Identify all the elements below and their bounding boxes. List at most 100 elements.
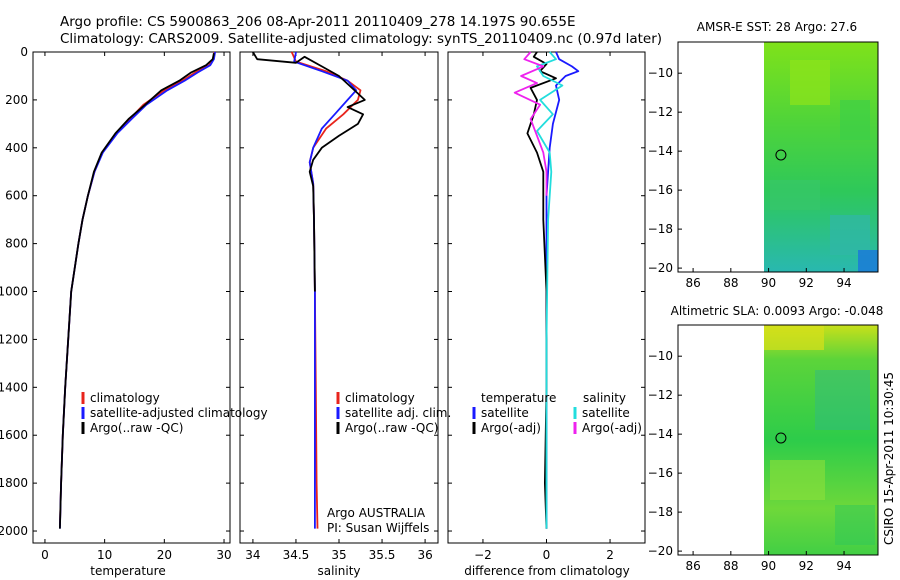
difference-legend-temperature-title: temperature [481, 391, 556, 405]
difference-panel: −2 0 2 difference from climatology tempera… [447, 51, 646, 578]
sst-map-title: AMSR-E SST: 28 Argo: 27.6 [697, 20, 857, 34]
depth-tick-label: 1200 [0, 332, 28, 346]
x-tick-label: 0 [543, 548, 551, 562]
temperature-panel: 0 200 400 600 800 1000 1200 1400 1600 1800 2000 0 1… [0, 45, 268, 578]
depth-tick-labels: 0 200 400 600 800 1000 1200 1400 1600 1800 2000 [0, 45, 28, 538]
depth-tick-label: 200 [5, 93, 28, 107]
x-tick-label: −2 [474, 548, 492, 562]
lon-tick-label: 94 [836, 276, 851, 290]
lat-tick-label: −12 [648, 388, 673, 402]
salinity-panel: 34 34.5 35 35.5 36 salinity climatologysatel… [239, 51, 451, 578]
argo-location-circle [775, 432, 787, 444]
depth-tick-label: 0 [20, 45, 28, 59]
temperature-legend-entry-label: climatology [90, 391, 160, 405]
lon-tick-label: 92 [799, 276, 814, 290]
lon-tick-label: 86 [685, 559, 700, 573]
series-line-salinity-argo-adj- [513, 51, 548, 196]
depth-tick-label: 2000 [0, 524, 28, 538]
lon-tick-label: 88 [723, 559, 738, 573]
salinity-lines [252, 51, 366, 529]
lat-tick-label: −16 [648, 183, 673, 197]
salinity-legend-entry-label: climatology [345, 391, 415, 405]
sst-argo-location-marker [775, 149, 787, 161]
temperature-axes-frame [32, 51, 231, 544]
sst-map-frame [677, 41, 879, 273]
sla-argo-location-marker [775, 432, 787, 444]
difference-xlabel: difference from climatology [464, 564, 630, 578]
series-line-satellite-adj-clim- [293, 51, 358, 529]
difference-legend-salinity-title: salinity [583, 391, 626, 405]
salinity-legend-entry-label: satellite adj. clim. [345, 406, 451, 420]
lon-tick-label: 90 [761, 276, 776, 290]
figure-title-line1: Argo profile: CS 5900863_206 08-Apr-2011… [60, 14, 576, 30]
x-tick-label: 0 [41, 548, 49, 562]
sst-field-texture [770, 60, 878, 272]
depth-tick-label: 800 [5, 237, 28, 251]
x-tick-label: 30 [216, 548, 231, 562]
sst-lat-tick-labels: −10 −12 −14 −16 −18 −20 [648, 66, 682, 275]
difference-legend-salinity-entry-label: satellite [582, 406, 630, 420]
x-tick-label: 35 [331, 548, 346, 562]
sla-lon-tick-labels: 86 88 90 92 94 [685, 551, 852, 573]
salinity-legend-entry-label: Argo(..raw -QC) [345, 421, 438, 435]
temperature-lines [59, 51, 216, 529]
x-tick-label: 36 [417, 548, 432, 562]
difference-lines [513, 51, 580, 529]
argo-annotation-line2: PI: Susan Wijffels [327, 521, 429, 535]
difference-legend-temperature-entry-label: Argo(-adj) [481, 421, 541, 435]
x-tick-label: 2 [606, 548, 614, 562]
series-line-argo-raw-qc- [252, 51, 366, 292]
depth-tick-label: 400 [5, 141, 28, 155]
lon-tick-label: 86 [685, 276, 700, 290]
sla-map-panel: Altimetric SLA: 0.0093 Argo: -0.048 86 88… [648, 304, 884, 573]
difference-legend-salinity-entry-label: Argo(-adj) [582, 421, 642, 435]
salinity-axes-frame [239, 51, 439, 544]
salinity-xlabel: salinity [317, 564, 360, 578]
x-tick-label: 34 [245, 548, 260, 562]
difference-legend-temperature-entry-label: satellite [481, 406, 529, 420]
depth-tick-label: 1400 [0, 380, 28, 394]
depth-tick-label: 1000 [0, 285, 28, 299]
lat-tick-label: −18 [648, 505, 673, 519]
sla-map-title: Altimetric SLA: 0.0093 Argo: -0.048 [671, 304, 884, 318]
x-tick-label: 10 [97, 548, 112, 562]
lat-tick-label: −10 [648, 349, 673, 363]
lat-tick-label: −20 [648, 544, 673, 558]
depth-tick-label: 1800 [0, 476, 28, 490]
lon-tick-label: 90 [761, 559, 776, 573]
lon-tick-label: 94 [836, 559, 851, 573]
lat-tick-label: −10 [648, 66, 673, 80]
depth-tick-label: 600 [5, 189, 28, 203]
x-tick-label: 20 [157, 548, 172, 562]
lat-tick-label: −16 [648, 466, 673, 480]
salinity-tick-labels: 34 34.5 35 35.5 36 [245, 52, 433, 562]
sst-map-panel: AMSR-E SST: 28 Argo: 27.6 86 88 90 92 94 −10… [648, 20, 879, 290]
lon-tick-label: 92 [799, 559, 814, 573]
lat-tick-label: −20 [648, 261, 673, 275]
lon-tick-label: 88 [723, 276, 738, 290]
temperature-tick-labels: 0 10 20 30 [41, 52, 232, 562]
x-tick-label: 34.5 [283, 548, 310, 562]
series-line-temperature-satellite [545, 51, 580, 529]
lat-tick-label: −14 [648, 144, 673, 158]
sla-lat-tick-labels: −10 −12 −14 −16 −18 −20 [648, 349, 682, 558]
series-line-satellite-adjusted-climatology [59, 51, 216, 529]
argo-location-circle [775, 149, 787, 161]
difference-tick-labels: −2 0 2 [474, 52, 614, 562]
sst-lon-tick-labels: 86 88 90 92 94 [685, 268, 852, 290]
lat-tick-label: −14 [648, 427, 673, 441]
sla-field-texture [764, 325, 875, 545]
argo-annotation-line1: Argo AUSTRALIA [327, 506, 426, 520]
csiro-timestamp: CSIRO 15-Apr-2011 10:30:45 [882, 372, 896, 545]
sla-map-frame [677, 324, 879, 556]
x-tick-label: 35.5 [369, 548, 396, 562]
temperature-legend-entry-label: satellite-adjusted climatology [90, 406, 268, 420]
depth-tick-label: 1600 [0, 428, 28, 442]
lat-tick-label: −18 [648, 222, 673, 236]
series-line-salinity-satellite [536, 51, 564, 529]
difference-legend: temperaturesatelliteArgo(-adj)salinitysa… [472, 391, 642, 435]
figure-title-line2: Climatology: CARS2009. Satellite-adjuste… [60, 31, 662, 47]
temperature-xlabel: temperature [90, 564, 165, 578]
